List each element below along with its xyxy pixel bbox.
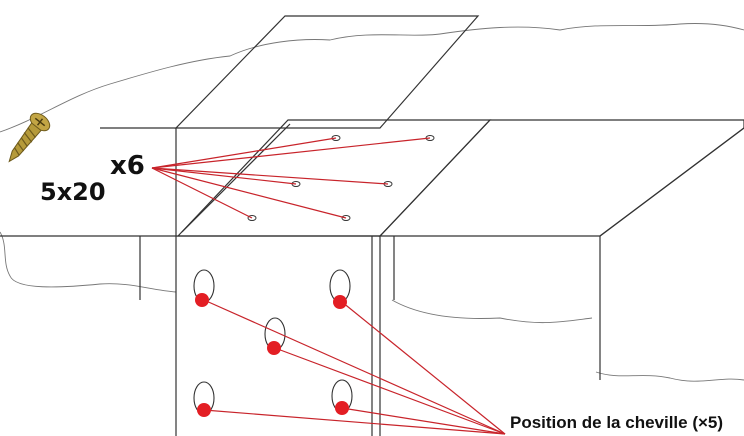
anchor-dot — [197, 403, 211, 417]
anchor-leader-lines — [203, 299, 506, 435]
anchor-dot — [335, 401, 349, 415]
ceiling-panel — [0, 15, 480, 237]
screw-leader-lines — [151, 137, 431, 219]
screw-icon — [8, 112, 51, 163]
anchor-dots — [195, 293, 349, 417]
beam-block — [378, 119, 744, 436]
anchor-dot — [195, 293, 209, 307]
anchor-dot — [333, 295, 347, 309]
anchor-position-label: Position de la cheville (×5) — [510, 413, 723, 432]
screw-size-label: 5x20 — [40, 178, 106, 206]
bracket-vertical-plate — [139, 235, 380, 436]
anchor-dot — [267, 341, 281, 355]
screw-quantity-label: x6 — [110, 151, 145, 181]
